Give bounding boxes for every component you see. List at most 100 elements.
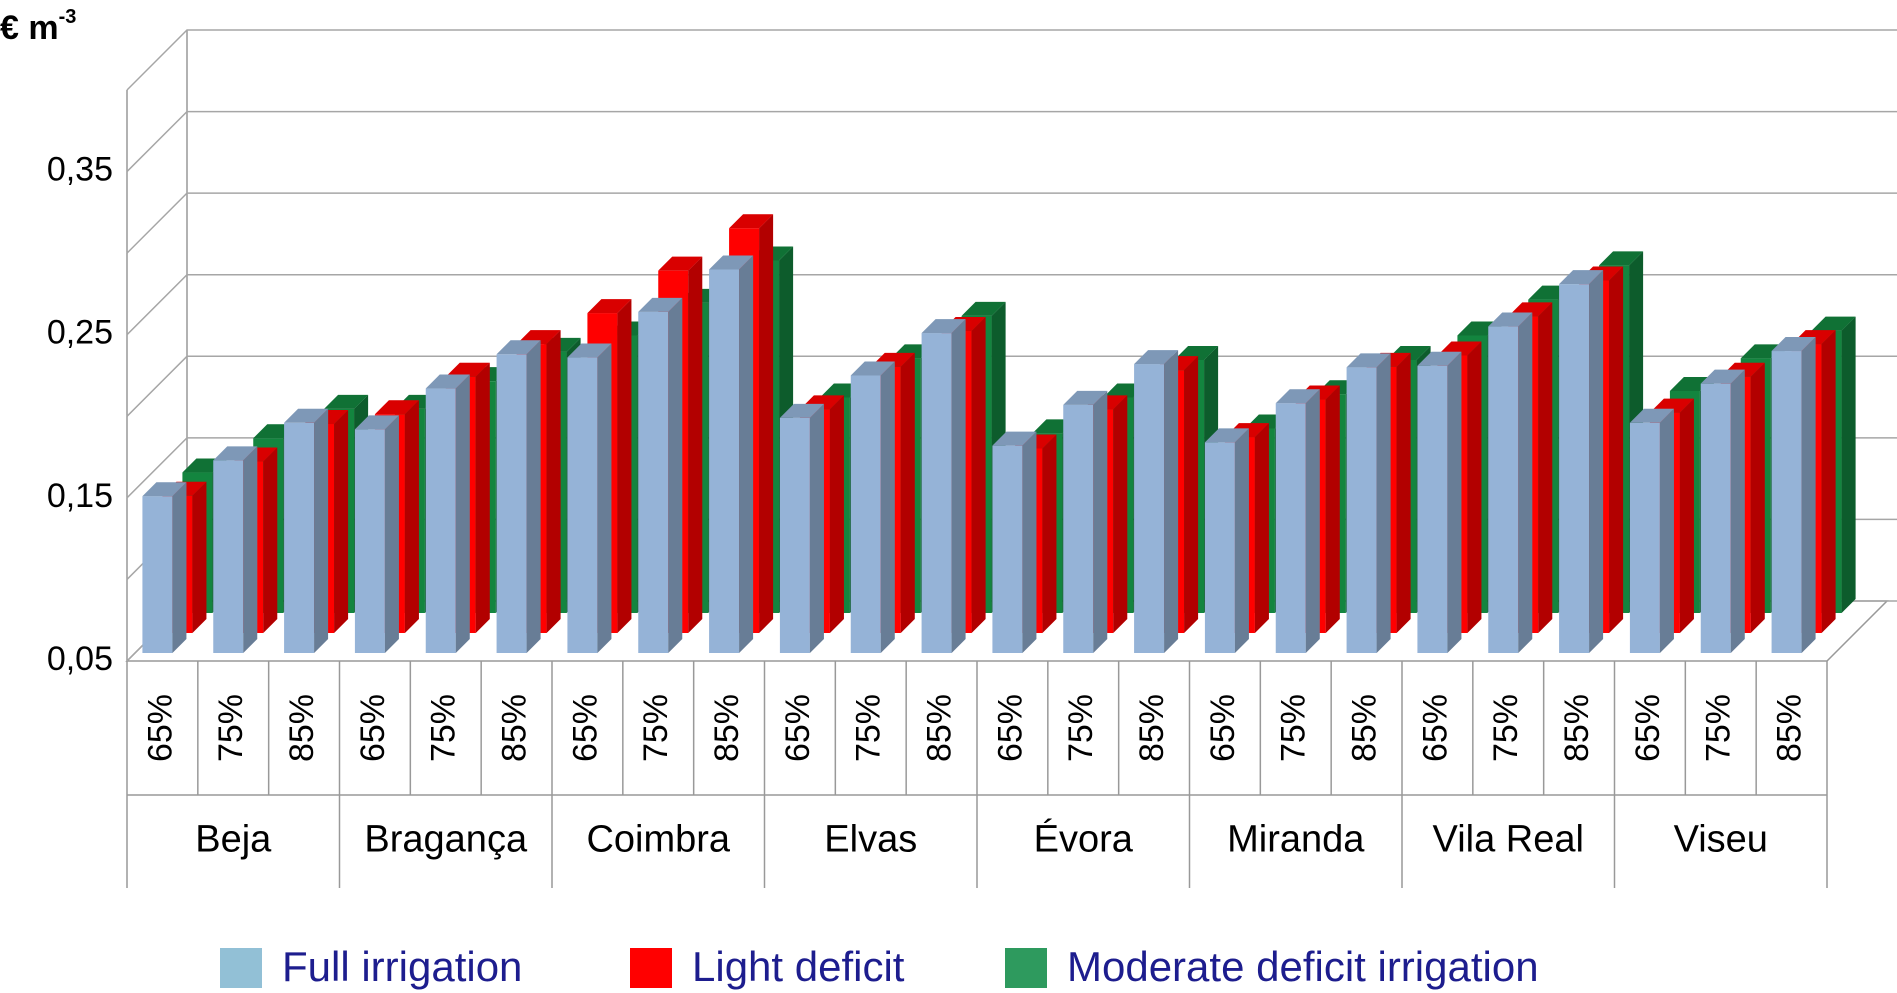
x-tick-label: 75%	[1275, 694, 1313, 762]
group-label: Vila Real	[1433, 819, 1584, 861]
bar-top	[921, 319, 966, 334]
bar-side	[1325, 385, 1340, 633]
bar-front	[1629, 422, 1660, 653]
bar-top	[587, 299, 632, 314]
bar-side-shade	[475, 362, 490, 633]
bar-side-shade	[1164, 350, 1179, 653]
bar-top	[638, 297, 683, 312]
bar	[709, 255, 754, 653]
bar-front	[354, 429, 385, 653]
bar-top-shade	[142, 482, 187, 497]
bar-top-shade	[1346, 353, 1391, 368]
bar-side	[1447, 351, 1462, 653]
bar-side-shade	[1447, 351, 1462, 653]
bar-side	[809, 403, 824, 653]
x-tick-label: 85%	[1346, 694, 1384, 762]
x-tick-label: 65%	[1629, 694, 1667, 762]
bar-side	[526, 340, 541, 653]
bar-side	[172, 482, 187, 653]
grid-line	[126, 355, 1897, 417]
group-label: Évora	[1034, 818, 1134, 861]
bar-side	[384, 415, 399, 653]
grid-line	[126, 192, 1897, 254]
bar-top-shade	[729, 214, 774, 229]
bar-front	[425, 388, 456, 653]
bar-side	[1801, 337, 1816, 653]
y-tick-label: 0,25	[47, 314, 113, 352]
bar-top-shade	[1700, 369, 1745, 384]
grid-line	[126, 110, 1897, 173]
bar-side-shade	[1467, 341, 1482, 633]
bar-top	[1275, 389, 1320, 404]
bar	[1134, 350, 1179, 653]
bar-top	[142, 482, 187, 497]
bar	[284, 408, 329, 653]
bar-side	[688, 256, 703, 633]
bar-front	[496, 354, 527, 653]
x-tick-label: 75%	[1700, 694, 1738, 762]
bar-side	[759, 214, 774, 633]
x-tick-label: 85%	[1133, 694, 1171, 762]
bar-top-shade	[324, 394, 369, 409]
bar-top	[779, 403, 824, 418]
x-tick-label: 85%	[496, 694, 534, 762]
x-tick-label: 65%	[779, 694, 817, 762]
bar-top-shade	[425, 374, 470, 389]
bar-side	[1254, 423, 1269, 633]
bar-front	[850, 375, 881, 653]
bar-side-shade	[1254, 423, 1269, 633]
grid-line	[126, 273, 1897, 336]
bar-side	[1679, 398, 1694, 633]
bar-side	[880, 361, 895, 653]
bar-front	[709, 269, 740, 653]
bar-top	[1700, 369, 1745, 384]
x-tick-label: 85%	[1771, 694, 1809, 762]
x-tick-label: 65%	[1204, 694, 1242, 762]
bar-side-shade	[1234, 428, 1249, 653]
bar-side-shade	[1325, 385, 1340, 633]
bar-top	[496, 340, 541, 355]
bar	[850, 361, 895, 653]
bar-side-shade	[739, 255, 754, 653]
bar-side-shade	[1538, 302, 1553, 633]
bar-front	[1204, 442, 1235, 653]
bar-top	[1134, 350, 1179, 365]
x-tick-label: 65%	[1416, 694, 1454, 762]
bar-side-shade	[668, 297, 683, 653]
bar-side	[455, 374, 470, 653]
bar-top-shade	[779, 403, 824, 418]
bar-front	[284, 422, 315, 653]
bar	[1346, 353, 1391, 653]
bar-top	[1417, 351, 1462, 366]
x-tick-label: 75%	[850, 694, 888, 762]
bar-side-shade	[759, 214, 774, 633]
bar-side	[1821, 330, 1836, 633]
bar-side-shade	[971, 317, 986, 633]
x-tick-label: 75%	[212, 694, 250, 762]
bar-side-shade	[951, 319, 966, 653]
y-tick-label: 0,15	[47, 477, 113, 515]
bar-side	[1518, 312, 1533, 653]
bar-top-shade	[1275, 389, 1320, 404]
bar-side-shade	[455, 374, 470, 653]
bar-front	[1700, 383, 1731, 653]
bar-top-shade	[1204, 428, 1249, 443]
bar	[1629, 408, 1674, 653]
bar-side-shade	[1305, 389, 1320, 653]
x-tick-label: 75%	[1487, 694, 1525, 762]
bar-side	[1093, 390, 1108, 653]
bar-side	[243, 446, 258, 653]
bar-side	[1305, 389, 1320, 653]
bar-top	[284, 408, 329, 423]
bar-side	[546, 330, 561, 633]
bar-front	[992, 445, 1023, 653]
bar-side	[1659, 408, 1674, 653]
legend-label: Moderate deficit irrigation	[1067, 943, 1539, 990]
bar-front	[1559, 284, 1590, 653]
x-tick-label: 65%	[991, 694, 1029, 762]
bar-top-shade	[354, 415, 399, 430]
bar-top-shade	[992, 431, 1037, 446]
legend-swatch	[220, 948, 262, 988]
group-label: Viseu	[1674, 819, 1768, 861]
